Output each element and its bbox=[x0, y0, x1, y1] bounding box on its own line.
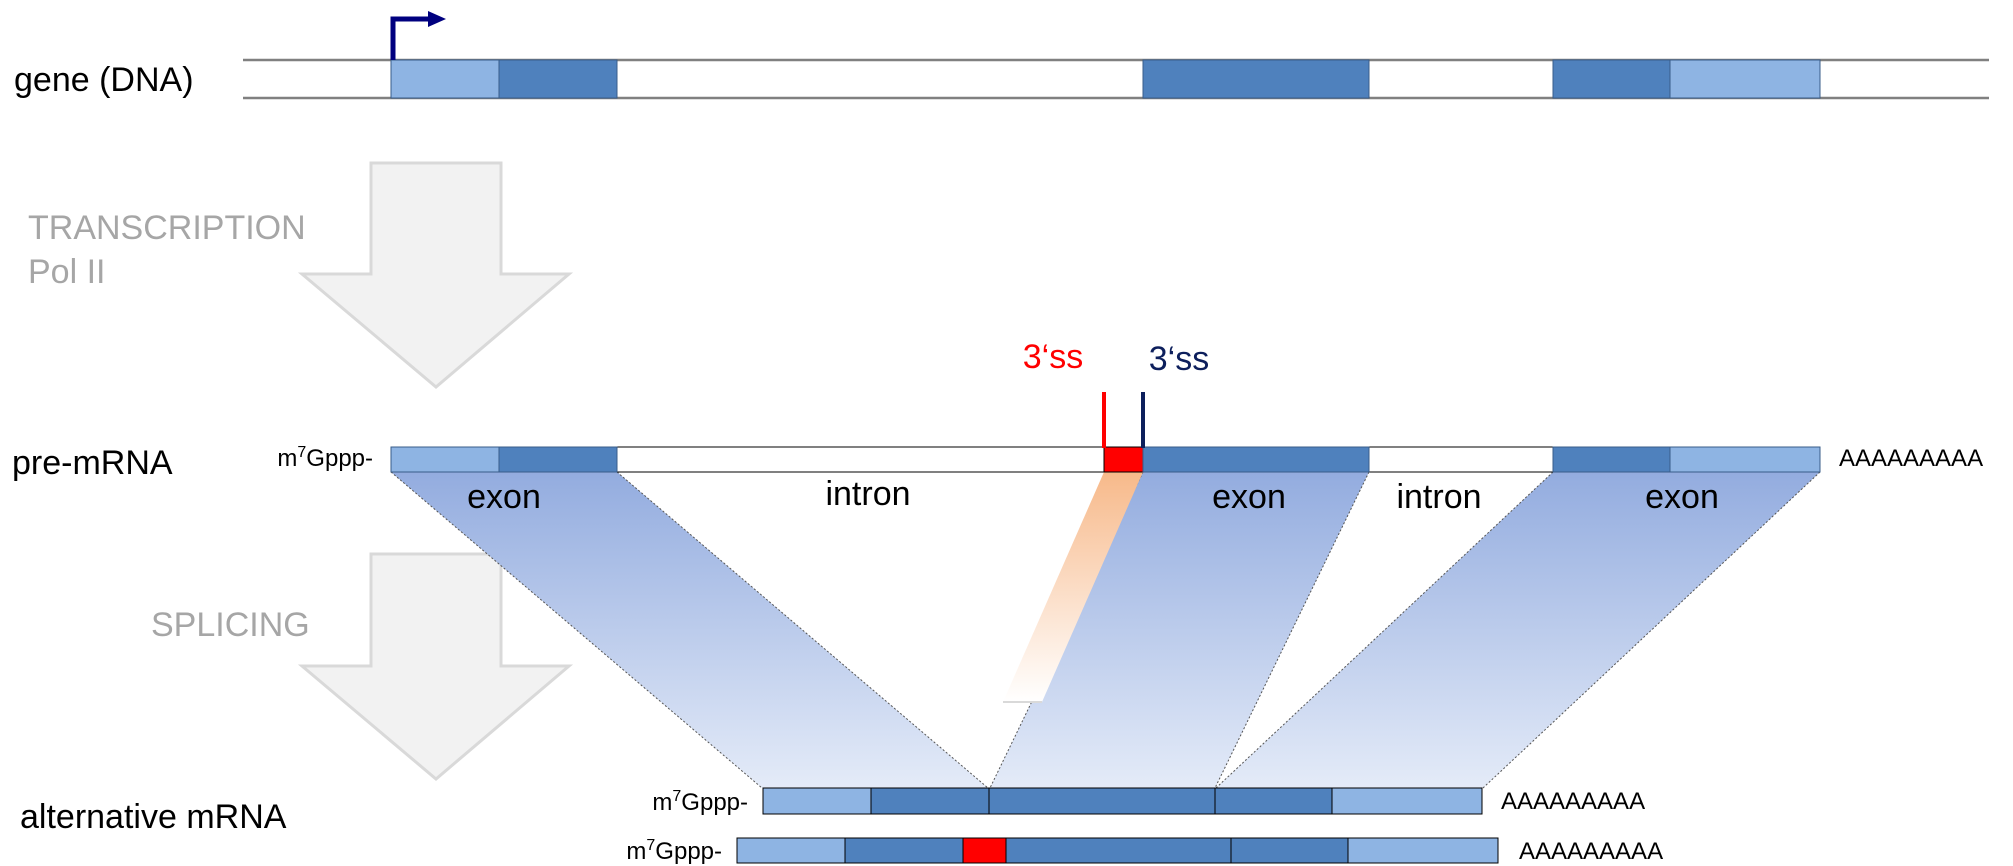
splice-guide-line bbox=[390, 471, 763, 789]
pre-mrna-utr-5 bbox=[390, 446, 500, 473]
process-label-transcription: TRANSCRIPTION bbox=[28, 209, 306, 247]
row-label-pre-mrna: pre-mRNA bbox=[12, 444, 173, 482]
region-label-exon-2: exon bbox=[1212, 478, 1286, 516]
gene-exon-2 bbox=[1142, 59, 1370, 99]
gene-utr-3 bbox=[1669, 59, 1821, 99]
alt-mrna-2-cds-3 bbox=[1230, 837, 1349, 864]
alt-mrna-2-utr-5 bbox=[736, 837, 846, 864]
row-label-gene: gene (DNA) bbox=[14, 61, 194, 99]
alt-mrna-1: m7Gppp- AAAAAAAAA bbox=[652, 787, 1645, 816]
alt-mrna-2-cap: m7Gppp- bbox=[626, 837, 722, 865]
splice-projection-alt-exon bbox=[1003, 472, 1143, 702]
splice-projection-exon-2 bbox=[990, 472, 1369, 788]
splicing-arrow-icon bbox=[297, 552, 574, 781]
pre-mrna-cap: m7Gppp- bbox=[277, 444, 373, 472]
alt-mrna-2-polyA: AAAAAAAAA bbox=[1519, 838, 1663, 865]
alt-mrna-2-cds-1 bbox=[844, 837, 964, 864]
alt-mrna-2-alt-exon bbox=[962, 837, 1007, 864]
transcription-arrow-icon bbox=[297, 161, 574, 389]
alt-mrna-1-cds-1 bbox=[870, 787, 990, 815]
splice-projection-exon-1 bbox=[391, 472, 988, 788]
pre-mrna-cds-3 bbox=[1552, 446, 1671, 473]
alt-mrna-2-exon-2 bbox=[1005, 837, 1232, 864]
pre-mrna-polyA: AAAAAAAAA bbox=[1839, 445, 1983, 472]
gene-cds-3 bbox=[1552, 59, 1671, 99]
pre-mrna-cds-1 bbox=[498, 446, 618, 473]
splice-site-distal-label: 3‘ss bbox=[1149, 340, 1209, 378]
process-label-splicing: SPLICING bbox=[151, 606, 310, 644]
region-label-intron-2: intron bbox=[1396, 478, 1481, 516]
pre-mrna-alt-exon bbox=[1103, 446, 1144, 473]
splice-guide-line bbox=[1215, 471, 1554, 789]
gene-dna bbox=[243, 11, 1989, 100]
alt-mrna-1-polyA: AAAAAAAAA bbox=[1501, 788, 1645, 815]
alt-mrna-1-cds-3 bbox=[1214, 787, 1333, 815]
alt-mrna-1-cap: m7Gppp- bbox=[652, 788, 748, 816]
pre-mrna-exon-2 bbox=[1142, 446, 1370, 473]
splice-guide-line bbox=[1214, 471, 1370, 789]
alt-mrna-1-utr-3 bbox=[1331, 787, 1483, 815]
gene-cds-1 bbox=[498, 59, 618, 99]
splice-guide-line bbox=[989, 471, 1144, 789]
row-label-alt-mrna: alternative mRNA bbox=[20, 798, 287, 836]
region-label-exon-3: exon bbox=[1645, 478, 1719, 516]
alt-mrna-1-utr-5 bbox=[762, 787, 872, 815]
pre-mrna-utr-3 bbox=[1669, 446, 1821, 473]
alt-mrna-1-exon-2 bbox=[988, 787, 1216, 815]
splice-projection-exon-3 bbox=[1216, 472, 1820, 788]
splice-guide-line bbox=[616, 471, 989, 789]
splice-guide-line bbox=[1482, 471, 1821, 789]
region-label-intron-1: intron bbox=[825, 475, 910, 513]
promoter-arrow-icon bbox=[390, 11, 446, 60]
alt-mrna-2-utr-3 bbox=[1347, 837, 1499, 864]
pre-mrna: m7Gppp- AAAAAAAAA bbox=[277, 444, 1983, 473]
region-label-exon-1: exon bbox=[467, 478, 541, 516]
alt-mrna-2: m7Gppp- AAAAAAAAA bbox=[626, 837, 1663, 865]
process-label-pol2: Pol II bbox=[28, 253, 105, 291]
splice-site-proximal-label: 3‘ss bbox=[1023, 338, 1083, 376]
gene-utr-5 bbox=[390, 59, 500, 99]
